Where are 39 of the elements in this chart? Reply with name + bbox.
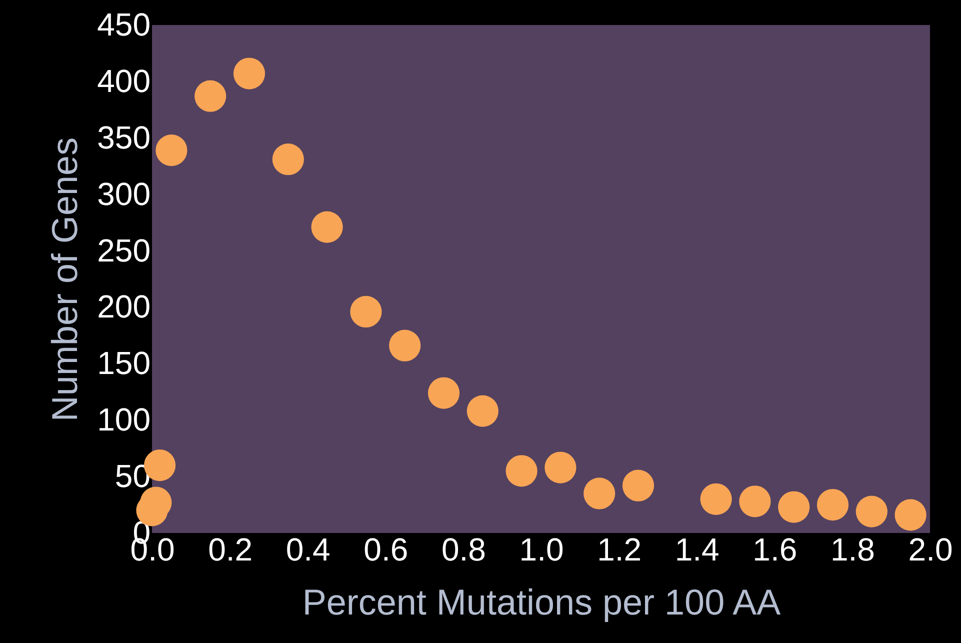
x-tick-label: 0.8 [441, 532, 486, 568]
x-tick-label: 1.6 [752, 532, 798, 568]
point [622, 470, 654, 502]
x-tick-label: 1.4 [674, 532, 720, 568]
point [156, 134, 188, 166]
point [466, 395, 498, 427]
point [778, 491, 810, 523]
point [350, 296, 382, 328]
x-axis-title: Percent Mutations per 100 AA [302, 582, 781, 622]
point [194, 80, 226, 112]
y-tick-label: 250 [97, 232, 150, 268]
x-tick-label: 1.2 [597, 532, 642, 568]
x-tick-label: 1.8 [830, 532, 875, 568]
y-axis-title: Number of Genes [44, 137, 86, 422]
y-tick-label: 450 [97, 6, 150, 42]
x-tick-label: 2.0 [908, 532, 953, 568]
point [856, 496, 888, 528]
x-tick-label: 0.6 [364, 532, 408, 568]
point [311, 211, 343, 243]
point [272, 144, 304, 176]
point [739, 486, 771, 518]
point [389, 330, 421, 362]
x-tick-label: 0.4 [286, 532, 330, 568]
point [894, 499, 926, 531]
point [700, 483, 732, 515]
point [816, 489, 849, 521]
x-tick-label: 1.0 [519, 532, 564, 568]
point [544, 452, 576, 484]
point [584, 478, 616, 510]
y-tick-label: 300 [97, 176, 150, 212]
y-tick-label: 100 [97, 402, 150, 438]
y-tick-label: 150 [97, 345, 150, 382]
point [233, 58, 266, 90]
y-tick-label: 350 [97, 119, 150, 156]
point [428, 377, 460, 409]
y-tick-label: 200 [97, 288, 150, 325]
point [506, 455, 538, 487]
x-tick-label: 0.2 [208, 532, 253, 568]
y-tick-label: 400 [97, 62, 150, 99]
